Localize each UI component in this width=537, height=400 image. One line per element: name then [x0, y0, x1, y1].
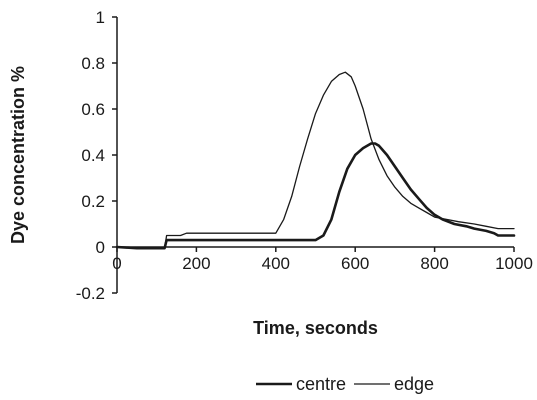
y-tick-label: 0.4 [81, 146, 105, 165]
x-axis-title: Time, seconds [253, 318, 378, 338]
legend: centre edge [256, 374, 434, 394]
legend-label-edge: edge [394, 374, 434, 394]
x-tick-label: 600 [341, 254, 369, 273]
x-tick-label: 800 [420, 254, 448, 273]
series-line-edge [116, 71, 515, 249]
y-tick-label: 0.6 [81, 100, 105, 119]
y-tick-label: 0.2 [81, 192, 105, 211]
y-tick-label: 0.8 [81, 54, 105, 73]
y-tick-label: 0 [96, 238, 105, 257]
legend-label-centre: centre [296, 374, 346, 394]
y-tick-label: -0.2 [76, 284, 105, 303]
y-axis-ticks: -0.2 0 0.2 0.4 0.6 0.8 1 [76, 8, 117, 303]
y-tick-label: 1 [96, 8, 105, 27]
x-tick-label: 400 [262, 254, 290, 273]
y-axis-title: Dye concentration % [8, 66, 28, 244]
x-tick-label: 1000 [495, 254, 533, 273]
x-tick-label: 200 [182, 254, 210, 273]
x-axis-ticks: 02004006008001000 [112, 247, 533, 273]
series-lines [115, 71, 516, 250]
series-line-centre [115, 142, 516, 250]
